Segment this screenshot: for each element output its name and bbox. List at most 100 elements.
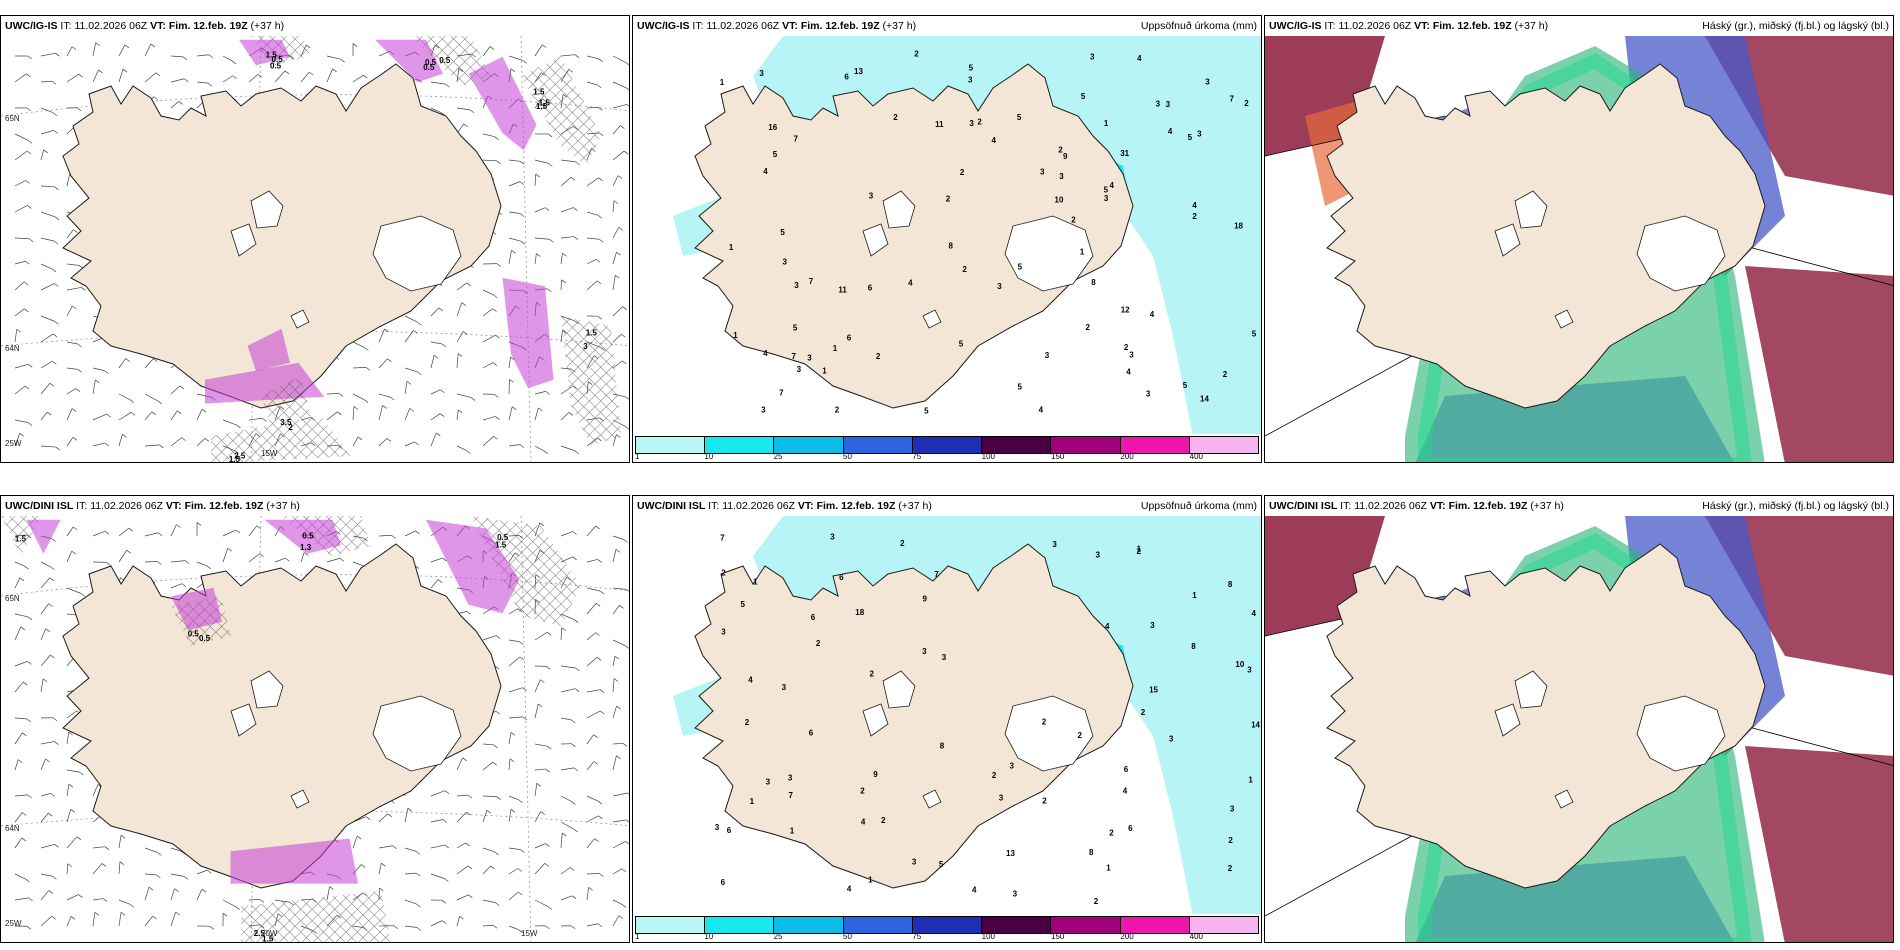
- lead-time: (+37 h): [250, 20, 285, 32]
- wind-barb: [118, 861, 121, 875]
- wind-barb-flag: [595, 525, 600, 530]
- gust-value: 1.5: [495, 540, 507, 549]
- wind-barb-flag: [417, 321, 422, 326]
- wind-barb: [508, 181, 521, 187]
- wind-barb: [14, 681, 24, 693]
- wind-barb-flag: [52, 875, 57, 880]
- wind-barb: [14, 812, 23, 823]
- precip-value: 1: [1106, 863, 1111, 872]
- wind-barb-flag: [55, 446, 61, 451]
- wind-barb: [430, 307, 440, 317]
- wind-barb-flag: [227, 547, 232, 552]
- wind-barb: [14, 794, 28, 797]
- wind-barb-flag: [625, 840, 629, 845]
- glacier-outline: [372, 695, 462, 772]
- wind-barb: [482, 133, 495, 137]
- wind-barb: [430, 432, 437, 447]
- wind-barb: [430, 389, 441, 395]
- wind-barb-flag: [256, 525, 262, 530]
- wind-barb: [404, 408, 411, 421]
- wind-barb-flag: [519, 161, 525, 165]
- wind-barb: [170, 385, 181, 395]
- wind-barb-flag: [600, 710, 605, 715]
- wind-barb-flag: [81, 287, 86, 291]
- wind-barb: [560, 159, 576, 163]
- wind-barb-flag: [597, 84, 602, 89]
- wind-barb-flag: [17, 759, 23, 763]
- precip-value: 1: [1125, 149, 1130, 158]
- wind-barb-flag: [574, 450, 579, 454]
- wind-barb: [222, 548, 229, 563]
- wind-barb: [586, 559, 598, 563]
- wind-barb: [456, 842, 466, 849]
- wind-barb: [66, 305, 73, 317]
- wind-barb-flag: [407, 807, 413, 812]
- wind-barb-flag: [157, 532, 163, 537]
- wind-barb-flag: [157, 852, 162, 856]
- cloud-map: [1265, 516, 1893, 942]
- gust-hatch: [561, 316, 621, 446]
- precip-value: 7: [809, 277, 814, 286]
- wind-barb: [92, 442, 105, 447]
- wind-barb-flag: [458, 409, 463, 414]
- wind-barb-flag: [511, 406, 517, 411]
- wind-barb-flag: [571, 895, 577, 900]
- wind-barb-flag: [106, 413, 111, 418]
- axis-label: 64N: [5, 824, 20, 833]
- gust-magenta-area: [239, 39, 290, 66]
- precip-map: 3472324338236653216363342141107781418568…: [673, 516, 1261, 916]
- wind-barb: [404, 847, 417, 852]
- wind-barb-flag: [543, 450, 549, 455]
- glacier-outline: [1636, 695, 1726, 772]
- wind-barb-flag: [356, 835, 362, 840]
- axis-labels: 65N 64N 25W 20W 15W: [5, 594, 538, 938]
- legend-swatch: [982, 917, 1052, 933]
- wind-barb: [612, 55, 626, 63]
- it-label: IT:: [1324, 20, 1336, 32]
- precip-value: 1: [822, 367, 827, 376]
- wind-barb-flag: [617, 175, 623, 179]
- wind-barb: [14, 281, 25, 291]
- wind-barb-flag: [120, 911, 126, 916]
- wind-barb: [144, 43, 152, 57]
- wind-barb: [92, 379, 96, 395]
- wind-barb: [482, 899, 496, 903]
- precip-value: 3: [807, 353, 812, 362]
- wind-barb-flag: [68, 731, 73, 736]
- precip-value: 4: [1252, 609, 1257, 618]
- precip-value: 12: [1121, 305, 1130, 314]
- wind-barb-flag: [620, 125, 625, 129]
- wind-barb-flag: [517, 868, 522, 872]
- valid-time: Fim. 12.feb. 19Z: [1432, 20, 1512, 32]
- wind-barb: [66, 408, 73, 421]
- wind-barb: [430, 557, 443, 563]
- precip-value: 4: [763, 349, 768, 358]
- it-label: IT:: [76, 500, 88, 512]
- coastline: [62, 63, 502, 409]
- precip-values: 3472324338236653216363342141107781418568…: [715, 533, 1261, 907]
- wind-barb: [508, 159, 521, 162]
- wind-barb-flag: [599, 238, 604, 243]
- wind-barb: [586, 815, 599, 823]
- wind-barb-flag: [547, 745, 552, 750]
- wind-barb: [560, 833, 563, 849]
- precip-value: 7: [794, 135, 799, 144]
- wind-barb: [14, 837, 23, 849]
- precip-value: 3: [1150, 621, 1155, 630]
- wind-barb: [534, 843, 546, 849]
- wind-barb-flag: [496, 160, 501, 165]
- wind-barb-flag: [54, 186, 59, 190]
- precip-value: 9: [1063, 152, 1068, 161]
- gust-value: 0.5: [270, 61, 282, 70]
- init-time: 11.02.2026 06Z: [1338, 20, 1412, 32]
- glacier-outline: [1004, 695, 1094, 772]
- glacier-outline: [862, 223, 889, 257]
- wind-barb: [326, 68, 333, 83]
- glacier-outline: [372, 215, 462, 292]
- legend-swatch: [1189, 437, 1258, 453]
- wind-barb: [560, 445, 575, 451]
- precip-value: 2: [1094, 897, 1099, 906]
- wind-barb: [612, 587, 627, 590]
- wind-barb-flag: [546, 666, 551, 670]
